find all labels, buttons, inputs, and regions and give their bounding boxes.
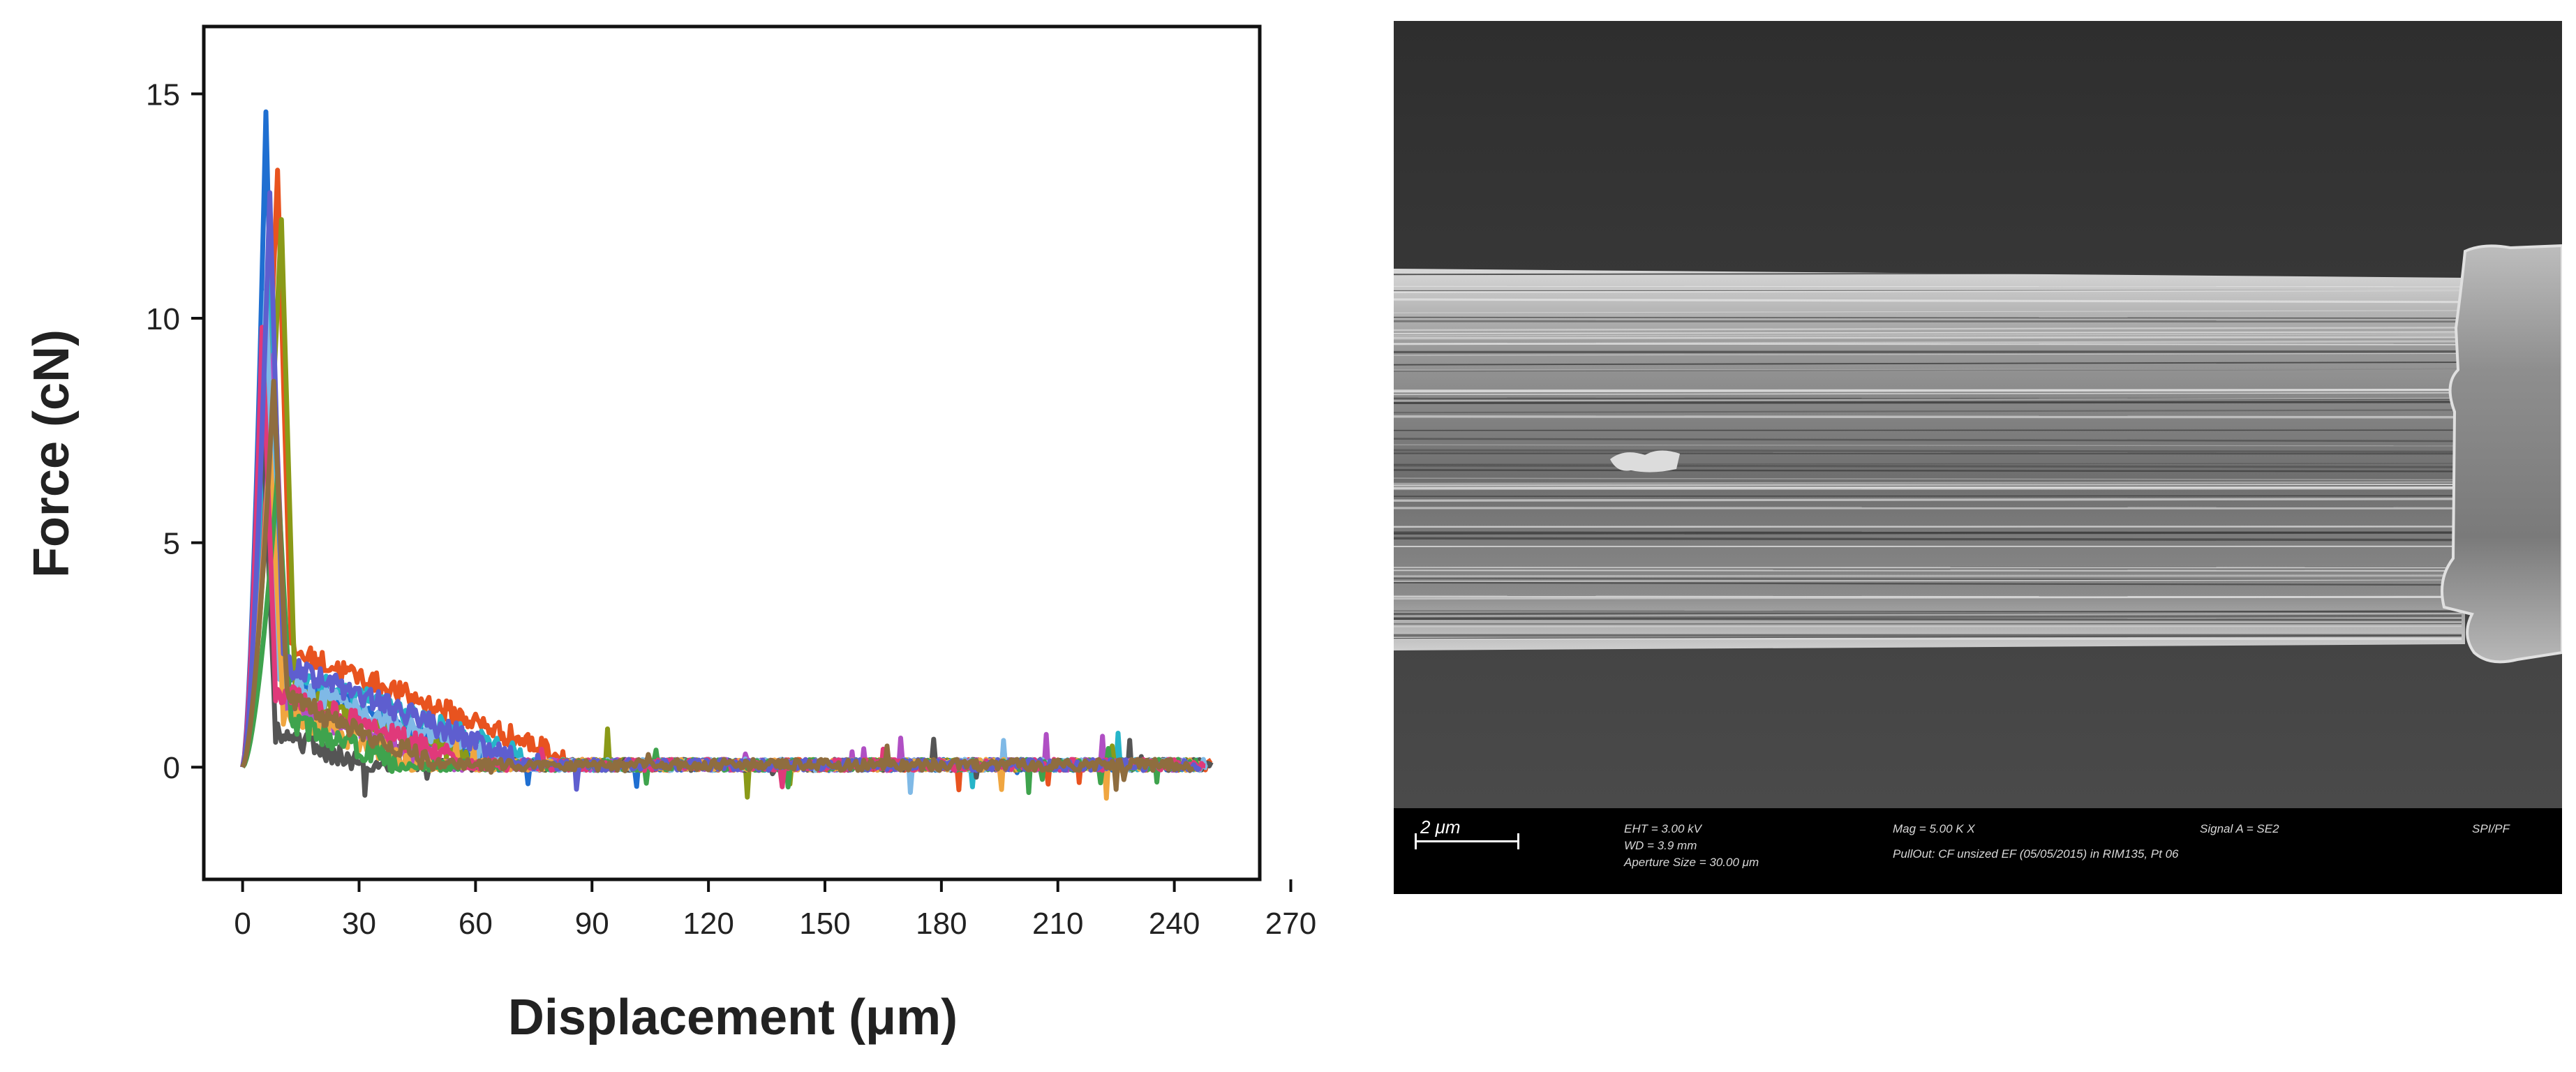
fiber-striations <box>1394 271 2462 641</box>
fiber-striation <box>1394 333 2462 337</box>
fiber-striation <box>1394 335 2462 340</box>
scale-bar <box>1415 833 1519 849</box>
fiber-striation <box>1394 290 2462 293</box>
fiber-striation <box>1394 389 2462 391</box>
fiber-striation <box>1394 581 2462 586</box>
x-tick-label: 30 <box>342 907 376 941</box>
fiber-striation <box>1394 401 2462 404</box>
fiber-striation <box>1394 531 2462 533</box>
sem-aperture: Aperture Size = 30.00 μm <box>1624 856 1759 869</box>
fiber-striation <box>1394 327 2462 332</box>
fiber-striation <box>1394 331 2462 334</box>
fiber-striation <box>1394 469 2462 472</box>
fiber-striation <box>1394 635 2462 639</box>
fiber-striation <box>1394 636 2462 637</box>
y-tick-label: 5 <box>163 527 180 561</box>
fiber-striation <box>1394 368 2462 372</box>
fiber-striation <box>1394 392 2462 396</box>
fiber-striation <box>1394 477 2462 481</box>
y-tick-label: 15 <box>146 77 180 112</box>
sem-eht: EHT = 3.00 kV <box>1624 822 1702 835</box>
fiber-striation <box>1394 614 2462 620</box>
y-tick-label: 10 <box>146 302 180 336</box>
fiber-striation <box>1394 611 2462 614</box>
fiber-striation <box>1394 610 2462 616</box>
fiber-striation <box>1394 362 2462 366</box>
fiber-striation <box>1394 389 2462 393</box>
fiber-striation <box>1394 397 2462 402</box>
x-tick-label: 120 <box>683 907 734 941</box>
x-tick-label: 240 <box>1149 907 1200 941</box>
scale-bar-label: 2 μm <box>1420 817 1461 838</box>
fiber-striation <box>1394 579 2462 582</box>
fiber-striation <box>1394 438 2462 442</box>
axis-layer: 0 30 60 90 120 150 180 210 240 270 0 5 10 15 <box>146 77 1316 941</box>
sem-signal: Signal A = SE2 <box>2200 822 2279 835</box>
sem-pullout: PullOut: CF unsized EF (05/05/2015) in R… <box>1893 847 2179 861</box>
x-tick-label: 270 <box>1265 907 1316 941</box>
fiber-striation <box>1394 498 2462 502</box>
matrix-droplet <box>2441 244 2562 664</box>
fiber-striation <box>1394 343 2462 345</box>
fiber-bundle <box>1394 269 2465 650</box>
fiber-striation <box>1394 352 2462 356</box>
force-displacement-chart: 0 30 60 90 120 150 180 210 240 270 0 5 10 15 Displace… <box>24 24 1316 1045</box>
fiber-striation <box>1394 310 2462 313</box>
fiber-striation <box>1394 463 2462 465</box>
fiber-striation <box>1394 298 2462 304</box>
sem-mag: Mag = 5.00 K X <box>1893 822 1975 835</box>
x-tick-label: 90 <box>575 907 609 941</box>
x-axis-title: Displacement (μm) <box>508 990 958 1045</box>
fiber-striation <box>1394 464 2462 468</box>
series-line-12 <box>240 378 1195 792</box>
series-layer <box>240 109 1214 801</box>
fiber-striation <box>1394 271 2462 276</box>
fiber-striation <box>1394 537 2462 542</box>
fiber-striation <box>1394 409 2462 414</box>
x-tick-label: 60 <box>459 907 493 941</box>
plot-frame <box>202 24 1262 881</box>
fiber-striation <box>1394 483 2462 486</box>
fiber-striation <box>1394 570 2462 572</box>
series-line-7 <box>240 289 1208 795</box>
sem-wd: WD = 3.9 mm <box>1624 839 1697 852</box>
sem-micrograph: 2 μm EHT = 3.00 kV WD = 3.9 mm Aperture … <box>1394 21 2562 894</box>
sem-info-bar: 2 μm EHT = 3.00 kV WD = 3.9 mm Aperture … <box>1394 808 2562 894</box>
series-line-11 <box>240 190 1202 792</box>
pullout-debris <box>1610 450 1680 472</box>
y-axis-title: Force (cN) <box>24 329 80 578</box>
y-tick-label: 0 <box>163 751 180 785</box>
fiber-striation <box>1394 368 2462 371</box>
fiber-striation <box>1394 449 2462 453</box>
fiber-striation <box>1394 481 2462 485</box>
x-tick-label: 210 <box>1032 907 1083 941</box>
x-tick-label: 150 <box>799 907 850 941</box>
sem-image <box>1394 21 2562 808</box>
sem-code: SPI/PF <box>2472 822 2510 835</box>
x-tick-label: 0 <box>234 907 251 941</box>
x-tick-label: 180 <box>916 907 967 941</box>
